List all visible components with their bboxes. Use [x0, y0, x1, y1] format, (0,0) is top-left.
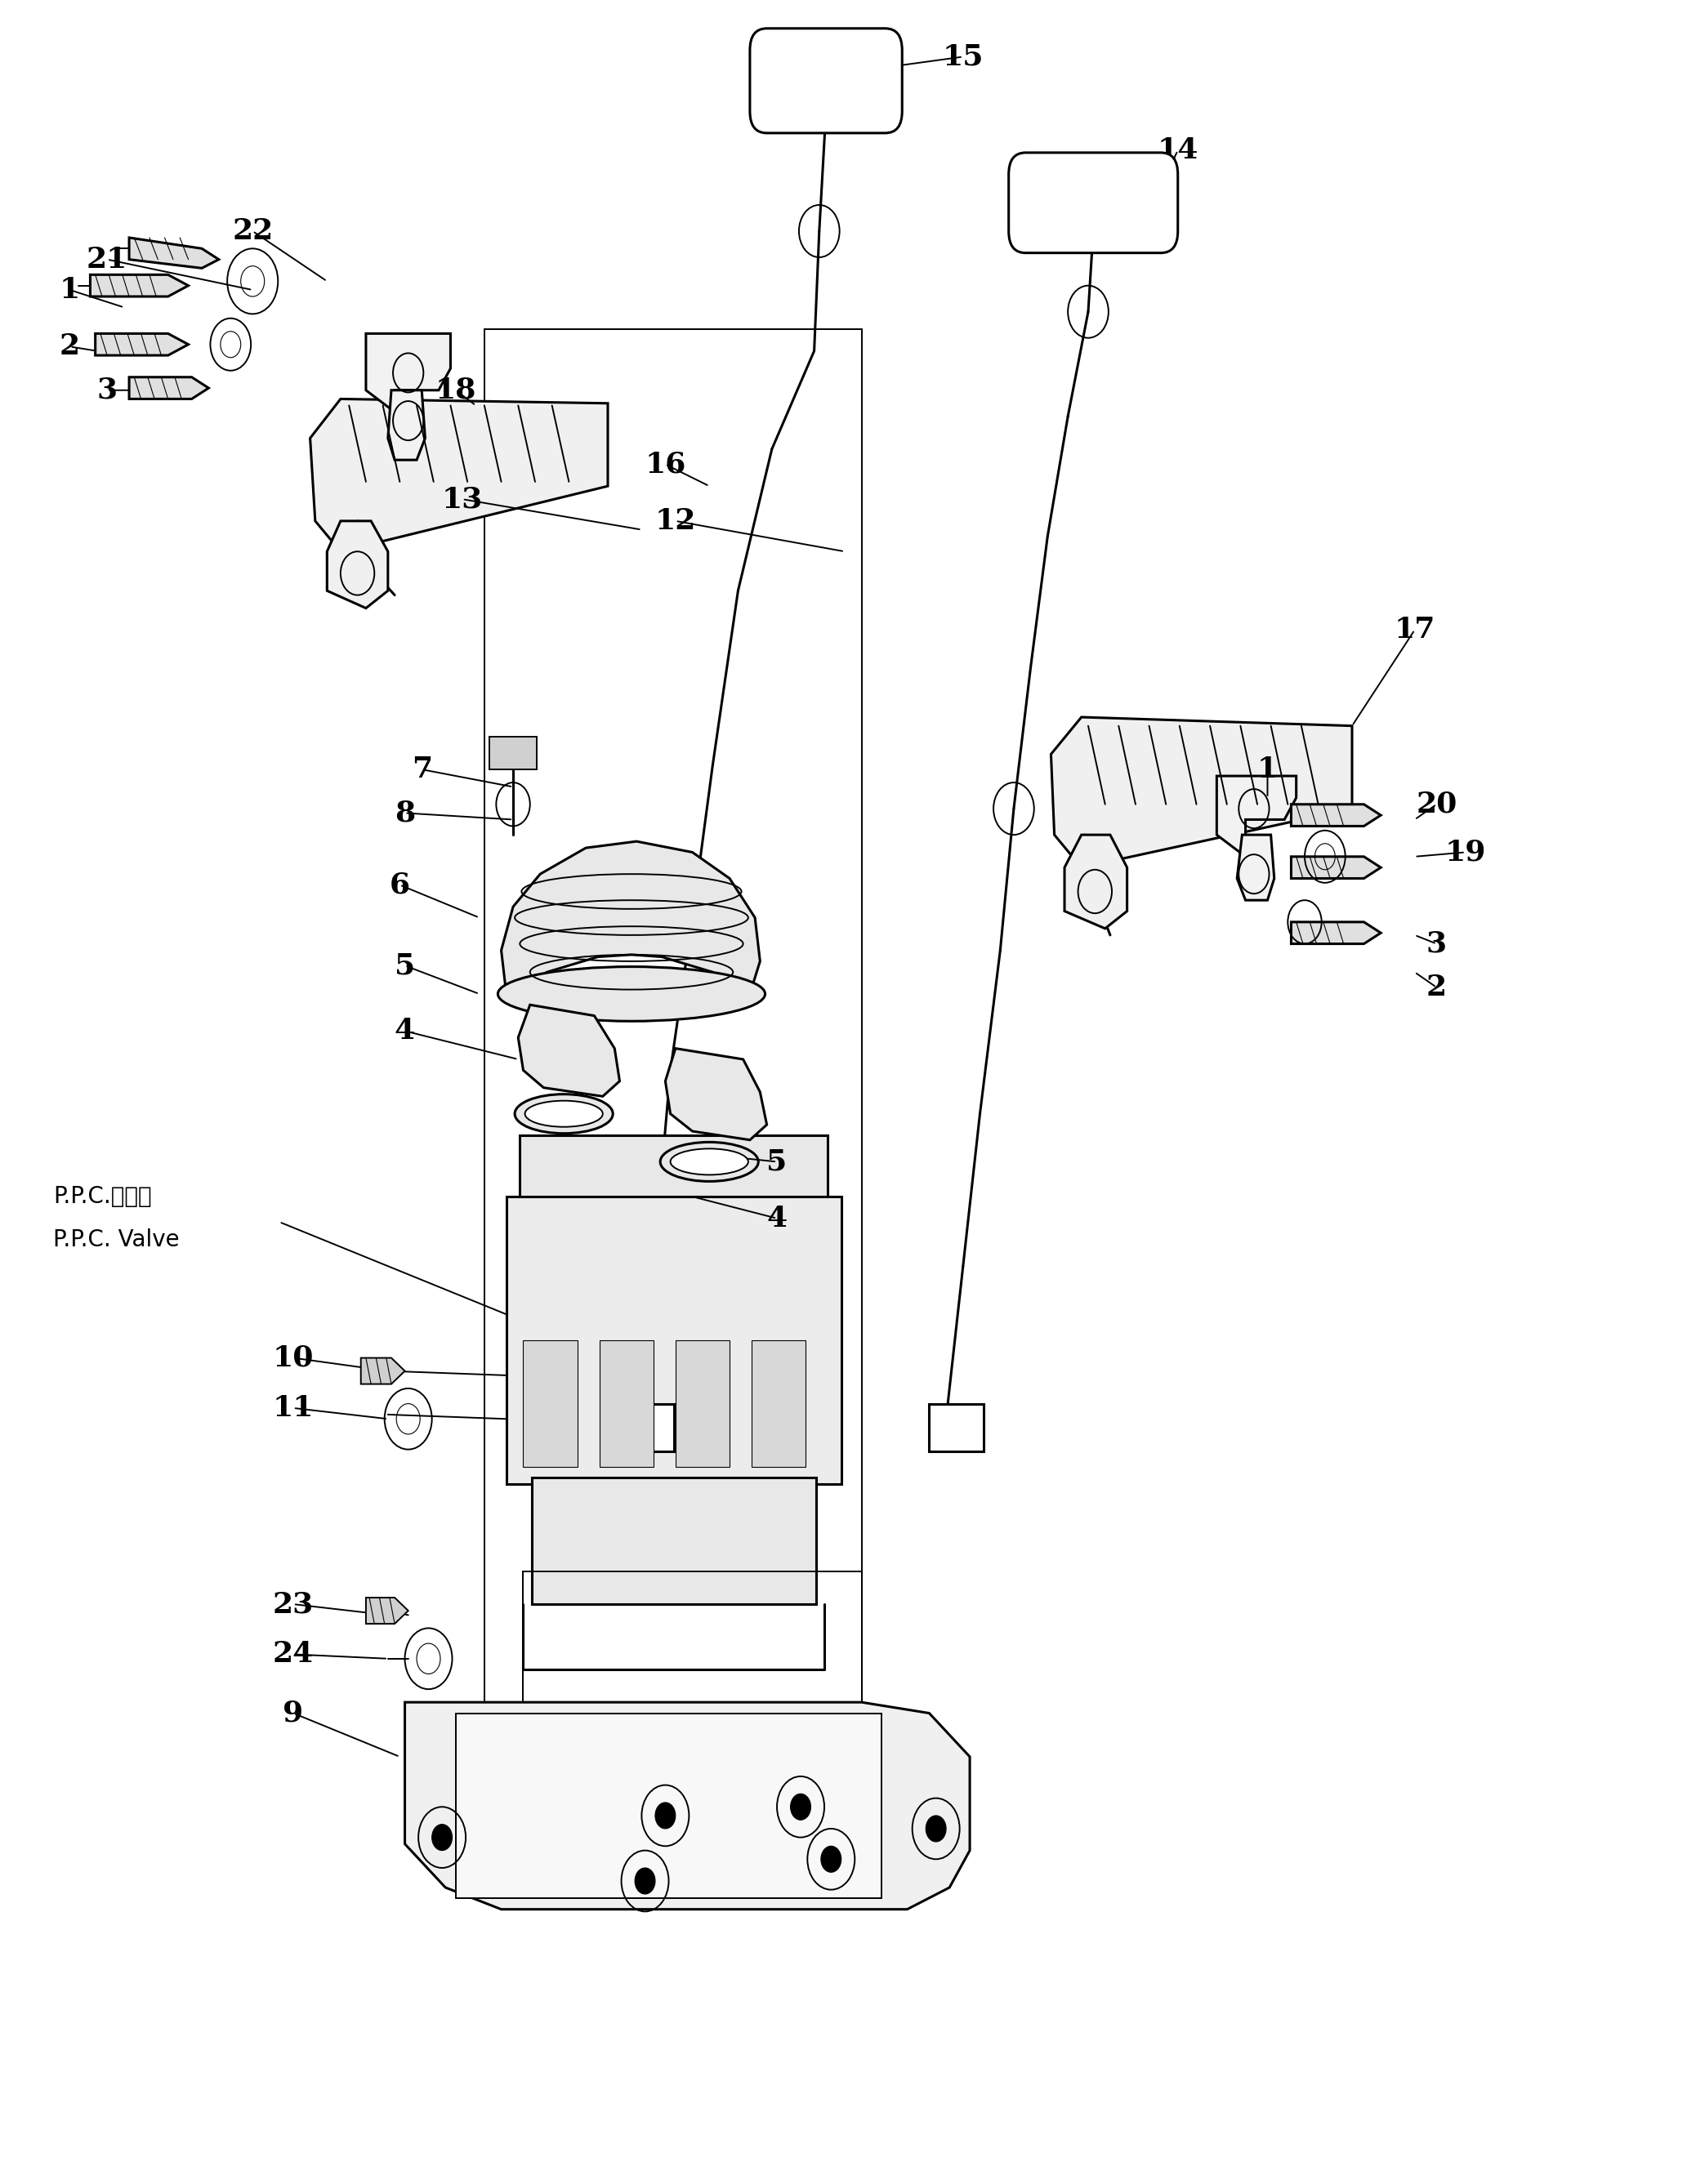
Polygon shape [502, 841, 760, 994]
Polygon shape [1065, 834, 1128, 928]
Text: 3: 3 [97, 376, 117, 404]
Ellipse shape [670, 1149, 748, 1175]
FancyBboxPatch shape [750, 28, 902, 133]
Text: 9: 9 [283, 1699, 304, 1728]
Text: 4: 4 [767, 1206, 787, 1232]
Ellipse shape [526, 1101, 602, 1127]
Text: 10: 10 [273, 1343, 314, 1372]
Polygon shape [327, 522, 388, 607]
Text: 1: 1 [1257, 756, 1277, 784]
Bar [751, 1341, 806, 1468]
Text: 3: 3 [1426, 930, 1447, 957]
Ellipse shape [516, 1094, 612, 1133]
Polygon shape [519, 1005, 619, 1096]
Polygon shape [388, 391, 426, 461]
Text: 1: 1 [59, 275, 80, 304]
Text: 15: 15 [943, 44, 984, 70]
Bar [599, 1341, 653, 1468]
Polygon shape [310, 400, 607, 553]
Polygon shape [129, 238, 219, 269]
Polygon shape [1291, 856, 1381, 878]
Polygon shape [95, 334, 188, 356]
Bar [929, 1404, 984, 1452]
Bar [507, 1197, 841, 1485]
Polygon shape [366, 334, 451, 413]
Circle shape [821, 1845, 841, 1872]
Text: 12: 12 [655, 507, 695, 535]
Text: 22: 22 [232, 216, 273, 245]
Circle shape [926, 1815, 946, 1841]
Polygon shape [366, 1599, 409, 1623]
Text: P.P.C.バルブ: P.P.C.バルブ [53, 1186, 151, 1208]
Bar [619, 1404, 673, 1452]
Bar [456, 1712, 882, 1898]
Polygon shape [1052, 716, 1352, 867]
Text: 5: 5 [767, 1149, 787, 1175]
Polygon shape [90, 275, 188, 297]
Circle shape [790, 1793, 811, 1819]
Polygon shape [1291, 922, 1381, 943]
Text: 24: 24 [273, 1640, 314, 1669]
FancyBboxPatch shape [1009, 153, 1177, 253]
Bar [521, 1136, 828, 1197]
Text: 17: 17 [1394, 616, 1435, 644]
Text: 19: 19 [1445, 839, 1486, 867]
Polygon shape [129, 378, 209, 400]
Text: 5: 5 [395, 952, 416, 978]
Polygon shape [1236, 834, 1274, 900]
Polygon shape [361, 1358, 405, 1385]
Ellipse shape [499, 968, 765, 1022]
Bar [524, 1341, 577, 1468]
Text: 6: 6 [390, 871, 410, 900]
Text: 13: 13 [441, 485, 483, 513]
Bar [533, 1479, 816, 1605]
Text: 4: 4 [395, 1018, 416, 1044]
Circle shape [655, 1802, 675, 1828]
Bar [490, 736, 536, 769]
Text: 2: 2 [1426, 974, 1447, 1000]
Text: 7: 7 [412, 756, 432, 784]
Text: 16: 16 [644, 450, 685, 478]
Text: 21: 21 [86, 245, 127, 273]
Ellipse shape [660, 1142, 758, 1182]
Polygon shape [405, 1701, 970, 1909]
Polygon shape [1216, 775, 1296, 856]
Circle shape [634, 1867, 655, 1894]
Text: 20: 20 [1416, 791, 1457, 819]
Text: 18: 18 [434, 376, 477, 404]
Text: 14: 14 [1157, 138, 1199, 164]
Bar [675, 1341, 729, 1468]
Text: P.P.C. Valve: P.P.C. Valve [53, 1230, 180, 1251]
Text: 11: 11 [273, 1393, 314, 1422]
Text: 23: 23 [273, 1590, 314, 1618]
Text: 8: 8 [395, 799, 416, 828]
Polygon shape [1291, 804, 1381, 826]
Circle shape [432, 1824, 453, 1850]
Text: 2: 2 [59, 332, 80, 360]
Polygon shape [665, 1048, 767, 1140]
